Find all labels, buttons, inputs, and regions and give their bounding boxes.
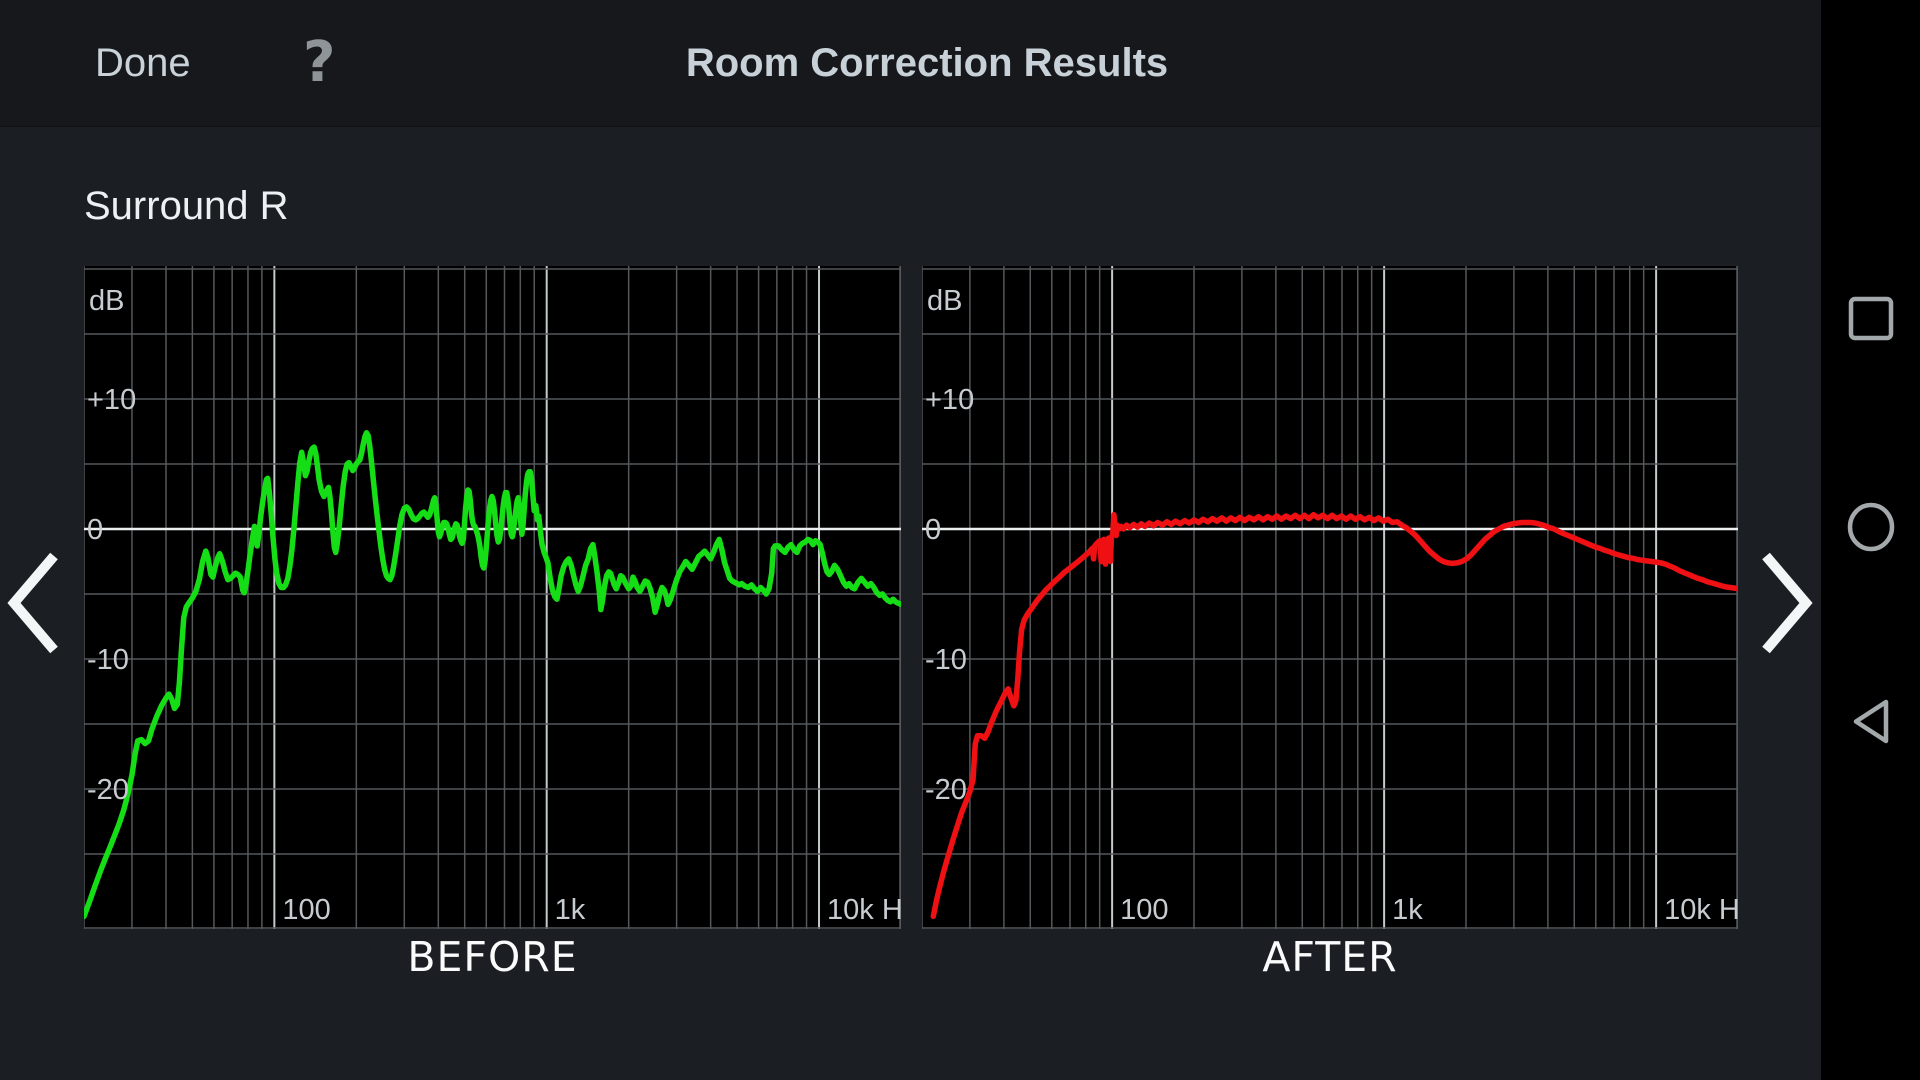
- square-icon: [1848, 296, 1893, 340]
- done-button[interactable]: Done: [95, 0, 191, 126]
- after-caption: AFTER: [1262, 933, 1398, 981]
- svg-text:dB: dB: [927, 285, 962, 317]
- chevron-left-icon: [7, 552, 58, 654]
- before-chart: dB +10 0 -10 -20 100 1k 10k Hz: [84, 266, 901, 929]
- svg-text:10k Hz: 10k Hz: [827, 894, 901, 926]
- recents-button[interactable]: [1821, 263, 1920, 373]
- svg-text:100: 100: [282, 894, 330, 926]
- chevron-right-icon: [1762, 552, 1813, 654]
- svg-text:100: 100: [1120, 894, 1168, 926]
- svg-text:+10: +10: [87, 384, 136, 416]
- circle-icon: [1847, 502, 1894, 552]
- help-button[interactable]: ?: [295, 0, 343, 126]
- prev-channel-button[interactable]: [4, 548, 68, 658]
- channel-label: Surround R: [84, 184, 289, 228]
- svg-text:-20: -20: [925, 774, 967, 806]
- svg-text:1k: 1k: [555, 894, 586, 926]
- before-caption: BEFORE: [407, 933, 578, 981]
- triangle-left-icon: [1853, 699, 1888, 743]
- back-button[interactable]: [1821, 666, 1920, 776]
- svg-text:-10: -10: [925, 644, 967, 676]
- home-button[interactable]: [1821, 472, 1920, 582]
- svg-text:dB: dB: [89, 285, 124, 317]
- svg-text:0: 0: [87, 514, 103, 546]
- svg-text:+10: +10: [925, 384, 974, 416]
- android-nav-bar: [1821, 0, 1920, 1080]
- svg-text:-10: -10: [87, 644, 129, 676]
- page-title: Room Correction Results: [685, 41, 1169, 85]
- svg-text:-20: -20: [87, 774, 129, 806]
- question-mark-icon: ?: [303, 30, 336, 95]
- next-channel-button[interactable]: [1752, 548, 1816, 658]
- svg-text:1k: 1k: [1392, 894, 1423, 926]
- top-bar: Done ? Room Correction Results: [0, 0, 1821, 127]
- after-chart: dB +10 0 -10 -20 100 1k 10k Hz: [922, 266, 1738, 929]
- svg-text:10k Hz: 10k Hz: [1664, 894, 1738, 926]
- svg-text:0: 0: [925, 514, 941, 546]
